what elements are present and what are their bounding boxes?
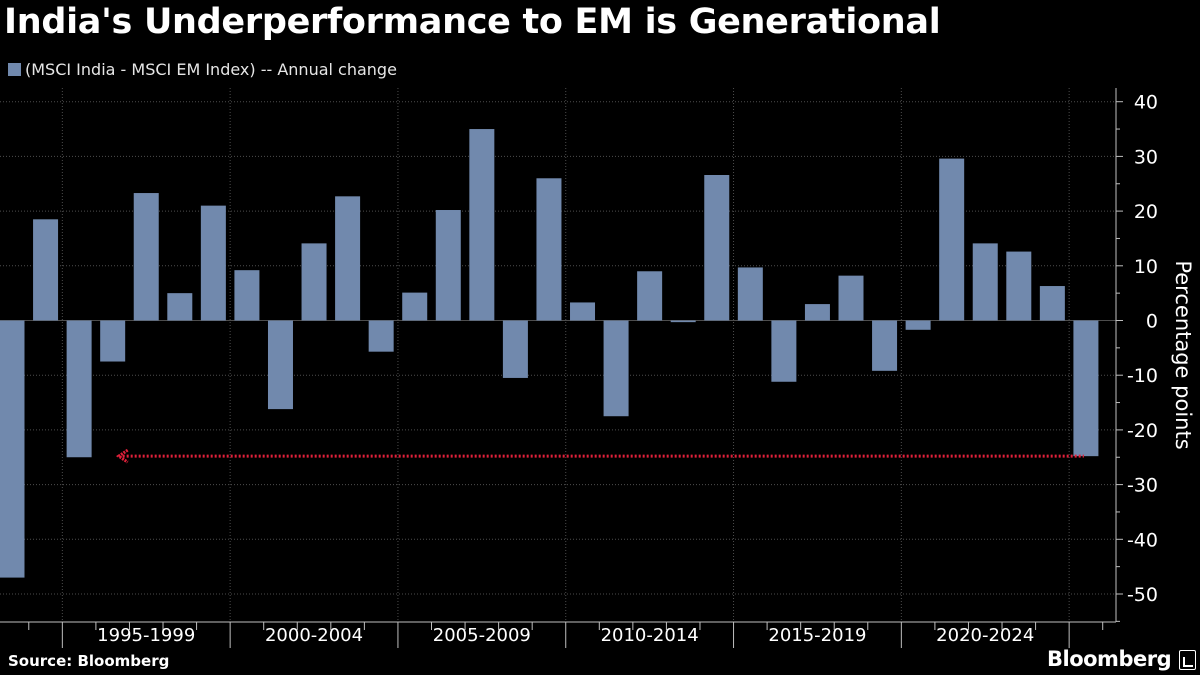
bloomberg-logo: Bloomberg bbox=[1047, 647, 1172, 671]
legend-label: (MSCI India - MSCI EM Index) -- Annual c… bbox=[25, 60, 397, 79]
source-note: Source: Bloomberg bbox=[8, 652, 170, 670]
x-group-label: 1995-1999 bbox=[97, 625, 195, 646]
bar-1999 bbox=[200, 205, 226, 321]
bar-1996 bbox=[100, 320, 126, 362]
x-group-label: 2005-2009 bbox=[433, 625, 531, 646]
bar-2014 bbox=[704, 174, 730, 321]
bar-1994 bbox=[33, 219, 59, 321]
bloomberg-chart-icon bbox=[1179, 650, 1196, 670]
bar-1998 bbox=[167, 293, 193, 321]
bar-2018 bbox=[838, 275, 864, 321]
annotation-arrow-head bbox=[115, 448, 129, 464]
bar-2019 bbox=[872, 320, 898, 371]
bar-1993 bbox=[0, 320, 25, 578]
bar-2007 bbox=[469, 129, 495, 321]
bar-2013 bbox=[670, 320, 696, 323]
bar-2004 bbox=[368, 320, 394, 352]
y-axis-title: Percentage points bbox=[1171, 260, 1195, 449]
bar-2006 bbox=[435, 210, 461, 321]
y-tick-label: -40 bbox=[1127, 529, 1158, 551]
bar-2003 bbox=[335, 196, 361, 321]
bar-2000 bbox=[234, 270, 260, 321]
y-tick-label: 20 bbox=[1134, 201, 1158, 223]
x-group-label: 2020-2024 bbox=[936, 625, 1034, 646]
bar-2022 bbox=[972, 243, 998, 321]
bar-2024 bbox=[1039, 286, 1065, 321]
x-group-label: 2000-2004 bbox=[265, 625, 363, 646]
bar-2012 bbox=[637, 271, 663, 321]
y-tick-label: 40 bbox=[1134, 92, 1158, 114]
bar-2008 bbox=[502, 320, 528, 378]
bar-1997 bbox=[133, 193, 159, 321]
legend-swatch bbox=[8, 63, 21, 76]
bar-2015 bbox=[737, 267, 763, 321]
bar-1995 bbox=[66, 320, 92, 458]
bar-2005 bbox=[402, 292, 428, 321]
bar-2011 bbox=[603, 320, 629, 417]
bar-2016 bbox=[771, 320, 797, 382]
y-tick-label: 0 bbox=[1146, 311, 1158, 333]
y-tick-label: 30 bbox=[1134, 146, 1158, 168]
bar-2009 bbox=[536, 178, 562, 321]
bar-2001 bbox=[267, 320, 293, 410]
chart-title: India's Underperformance to EM is Genera… bbox=[4, 2, 941, 42]
x-group-label: 2010-2014 bbox=[601, 625, 699, 646]
bar-2010 bbox=[570, 302, 596, 321]
y-tick-label: -30 bbox=[1127, 475, 1158, 497]
legend: (MSCI India - MSCI EM Index) -- Annual c… bbox=[8, 60, 397, 79]
y-tick-label: -10 bbox=[1127, 365, 1158, 387]
bar-2023 bbox=[1006, 251, 1032, 321]
bar-2002 bbox=[301, 243, 327, 321]
y-tick-label: -50 bbox=[1127, 584, 1158, 606]
bar-2017 bbox=[804, 304, 830, 321]
bar-2020 bbox=[905, 320, 931, 330]
y-tick-label: -20 bbox=[1127, 420, 1158, 442]
bar-2021 bbox=[939, 158, 965, 321]
bar-2025 bbox=[1073, 320, 1099, 457]
y-tick-label: 10 bbox=[1134, 256, 1158, 278]
x-group-label: 2015-2019 bbox=[768, 625, 866, 646]
